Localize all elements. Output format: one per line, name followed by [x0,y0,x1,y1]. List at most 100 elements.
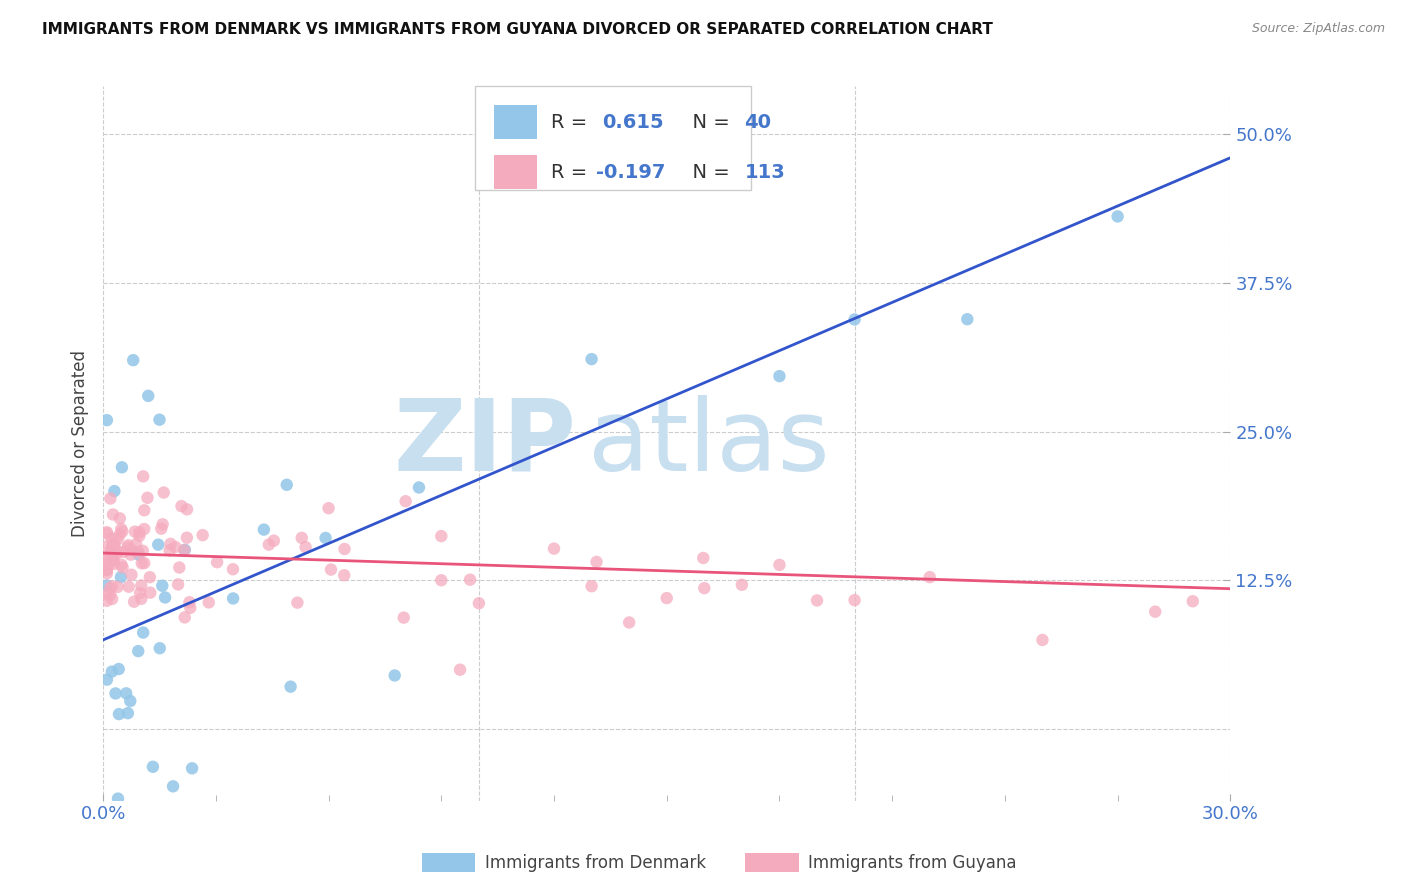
Point [693,581,716,595]
Text: -0.197: -0.197 [596,162,665,182]
Point [96,566,118,581]
Point [96,587,118,601]
Point [173,542,195,557]
Point [122,353,145,368]
Text: N =: N = [681,112,737,132]
Point [222,591,245,606]
Point [179,595,201,609]
Point [103,537,125,551]
Point [165,540,187,554]
Point [117,541,139,555]
Point [318,501,340,516]
Point [120,694,142,708]
Point [128,525,150,540]
Point [173,543,195,558]
Point [731,578,754,592]
Text: Immigrants from Guyana: Immigrants from Guyana [808,854,1017,871]
Text: 0.615: 0.615 [603,112,664,132]
Point [120,548,142,562]
FancyBboxPatch shape [495,105,537,139]
Point [167,577,190,591]
Point [108,511,131,525]
Point [101,591,124,606]
Point [139,570,162,584]
Point [103,537,125,551]
Point [111,524,134,539]
Point [468,596,491,610]
Point [152,485,174,500]
Point [96,673,118,687]
Point [768,558,790,572]
Point [96,594,118,608]
Point [134,503,156,517]
Point [132,469,155,483]
Point [101,554,124,568]
Point [127,545,149,559]
FancyBboxPatch shape [475,87,751,190]
Point [319,563,342,577]
Point [107,580,129,594]
Point [122,595,145,609]
Point [181,761,204,775]
Text: Immigrants from Denmark: Immigrants from Denmark [485,854,706,871]
Point [110,522,132,536]
Point [96,563,118,577]
Point [124,524,146,539]
Point [581,579,603,593]
Point [263,533,285,548]
Point [384,668,406,682]
Point [176,531,198,545]
Point [136,389,159,403]
Point [100,531,122,545]
Point [294,540,316,554]
Point [127,644,149,658]
Point [159,543,181,558]
Point [543,541,565,556]
Point [131,556,153,570]
Point [110,558,132,572]
Point [197,595,219,609]
Point [107,533,129,547]
Point [104,686,127,700]
Point [458,573,481,587]
Point [1181,594,1204,608]
Point [97,558,120,572]
Point [108,528,131,542]
Point [408,481,430,495]
Point [1144,605,1167,619]
Point [103,484,125,499]
Point [98,582,121,596]
Point [96,540,118,554]
Text: R =: R = [551,112,593,132]
Point [162,780,184,794]
Point [617,615,640,630]
Point [120,543,142,558]
Point [176,502,198,516]
Point [152,517,174,532]
Point [315,531,337,545]
Point [333,568,356,582]
Point [96,562,118,576]
Point [136,491,159,505]
Point [655,591,678,606]
Point [131,591,153,606]
Point [134,522,156,536]
Point [585,555,607,569]
Point [132,625,155,640]
Point [103,557,125,571]
Point [107,544,129,558]
Point [844,593,866,607]
Point [96,563,118,577]
Y-axis label: Divorced or Separated: Divorced or Separated [72,350,89,537]
Point [1031,632,1053,647]
Point [98,491,121,506]
Point [956,312,979,326]
Point [222,562,245,576]
Point [392,610,415,624]
Point [205,555,228,569]
Point [430,573,453,587]
Point [159,537,181,551]
Point [276,477,298,491]
Point [117,706,139,720]
FancyBboxPatch shape [495,155,537,189]
